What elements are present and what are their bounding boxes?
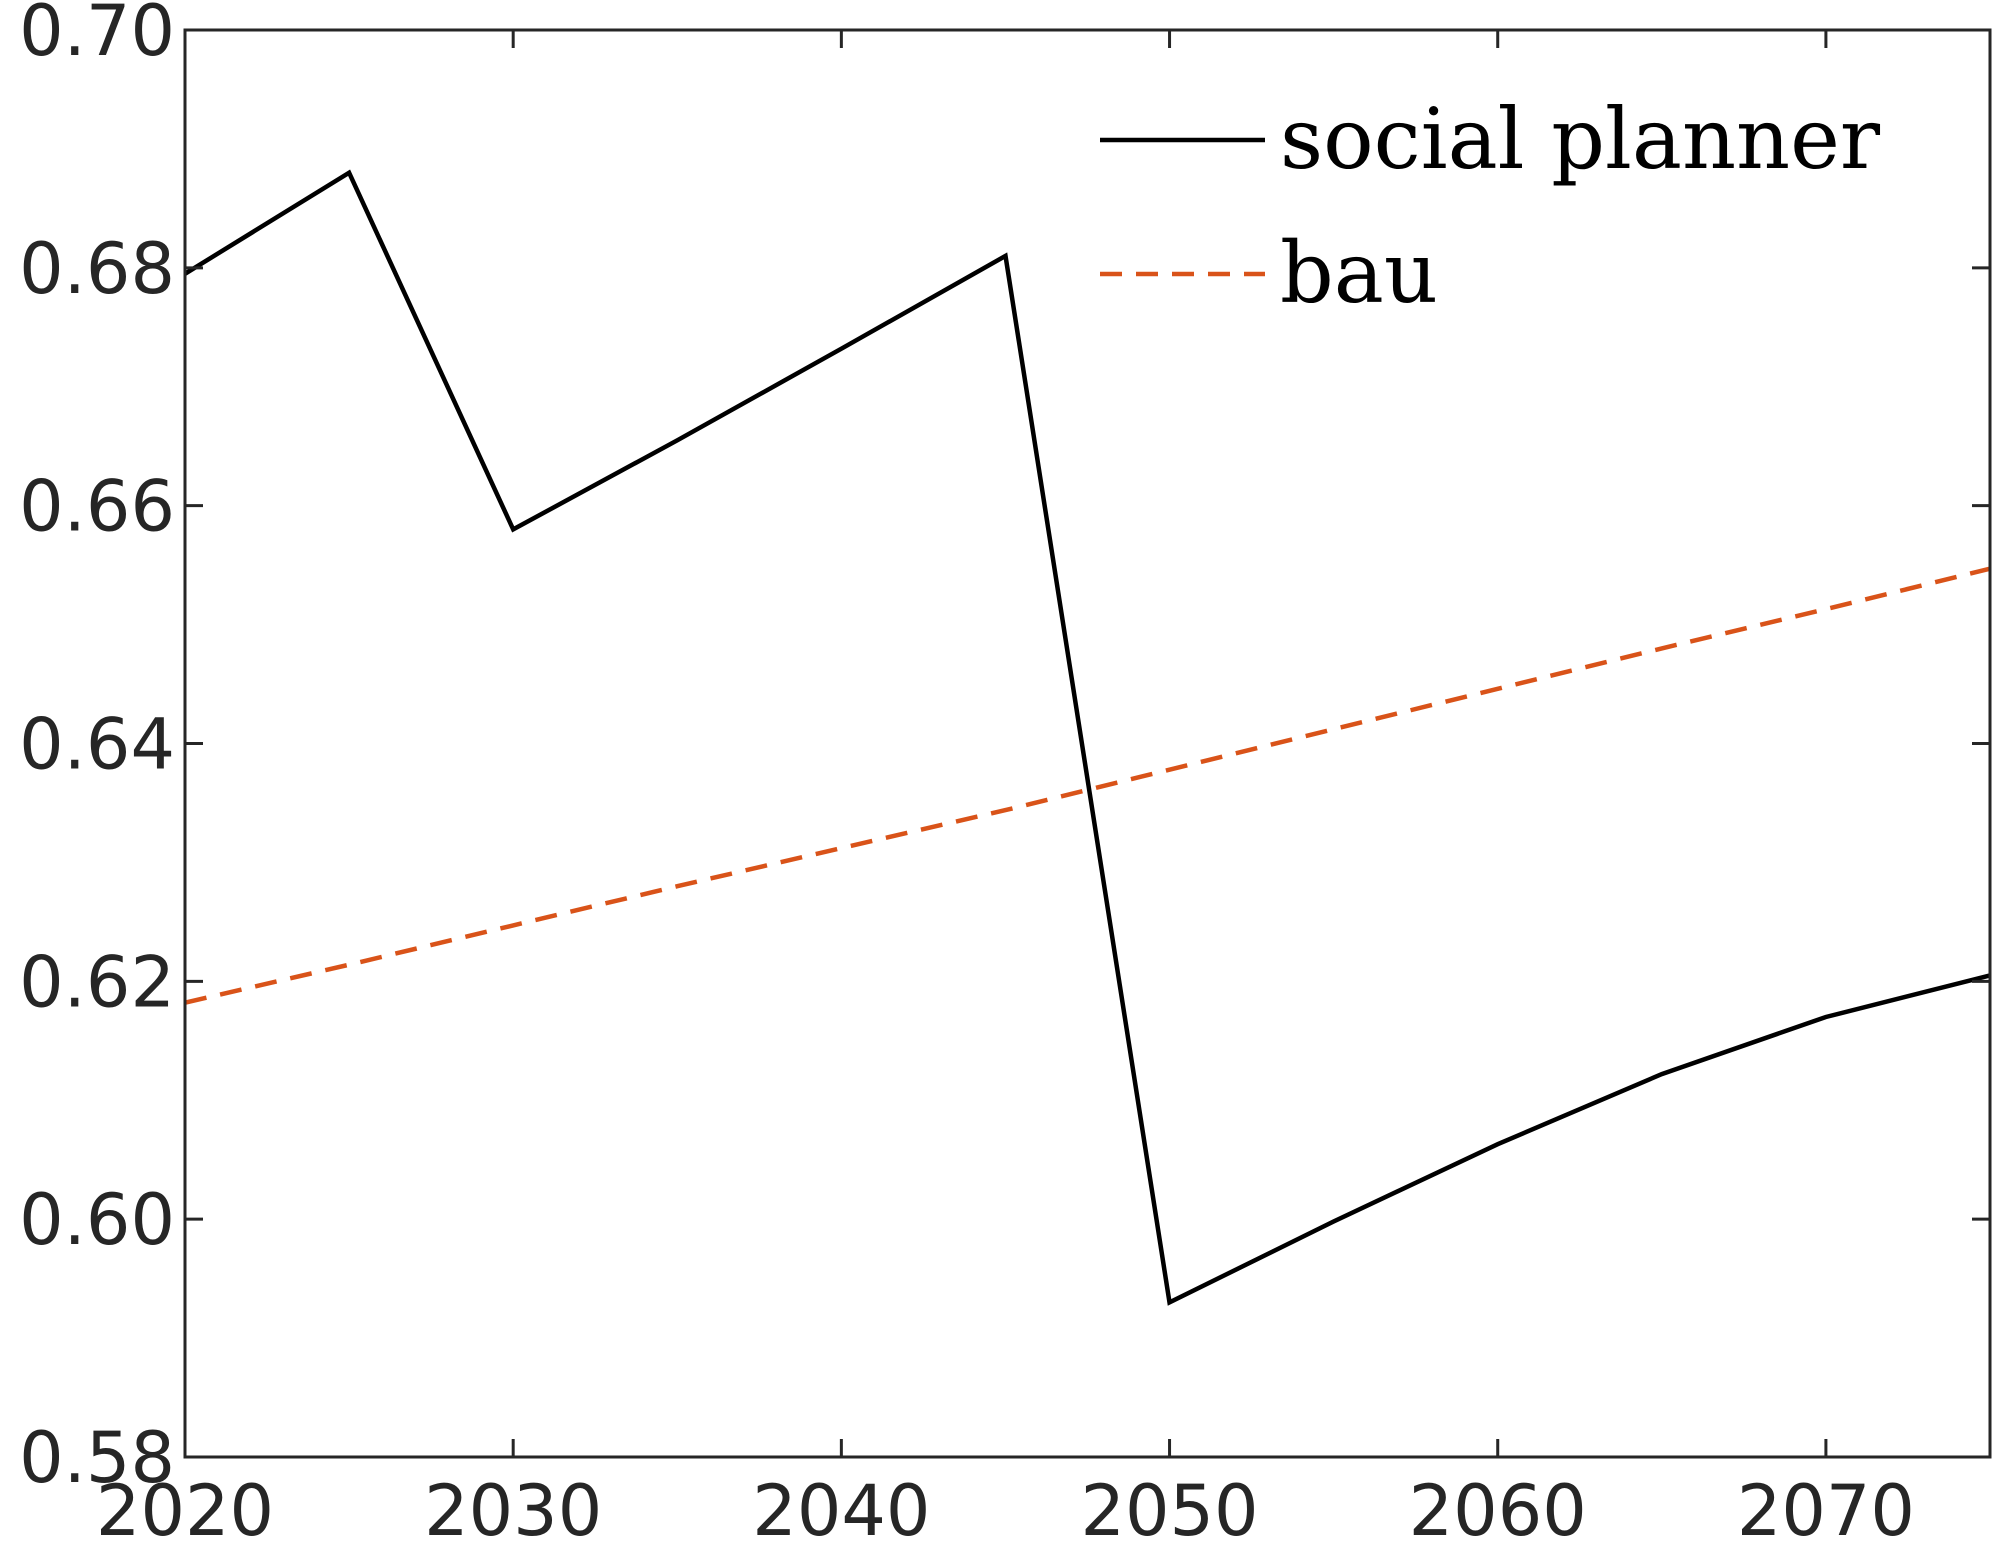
- x-tick-label: 2030: [424, 1470, 602, 1552]
- legend-label-social-planner: social planner: [1280, 90, 1881, 188]
- y-tick-label: 0.64: [19, 704, 175, 786]
- y-tick-label: 0.70: [19, 0, 175, 72]
- x-tick-label: 2060: [1409, 1470, 1587, 1552]
- y-tick-label: 0.62: [19, 941, 175, 1023]
- legend: social planner bau: [1100, 90, 1881, 322]
- series-layer: [185, 169, 1990, 1306]
- y-tick-label: 0.66: [19, 466, 175, 548]
- ticks-layer: 2020 2030 2040 2050 2060 2070 0.58 0.60 0.62 0.64…: [19, 0, 1990, 1552]
- series-line-bau: [185, 566, 1990, 1005]
- y-tick-label: 0.68: [19, 228, 175, 310]
- x-tick-label: 2070: [1737, 1470, 1915, 1552]
- y-tick-label: 0.60: [19, 1179, 175, 1261]
- x-tick-label: 2040: [752, 1470, 930, 1552]
- x-tick-label: 2050: [1080, 1470, 1258, 1552]
- series-line-social-planner: [185, 169, 1990, 1306]
- plot-area: [185, 30, 1990, 1457]
- y-tick-label: 0.58: [19, 1417, 175, 1499]
- plot-background: [185, 30, 1990, 1457]
- x-tick-label: 2020: [96, 1470, 274, 1552]
- legend-label-bau: bau: [1280, 224, 1438, 322]
